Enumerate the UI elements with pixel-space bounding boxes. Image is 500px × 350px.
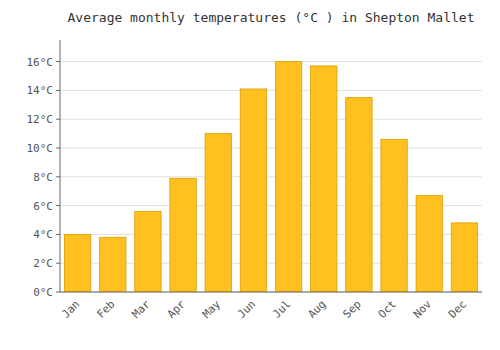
y-axis-line <box>60 40 61 292</box>
y-tick <box>56 234 60 235</box>
y-tick-label: 16°C <box>27 56 54 69</box>
x-tick-label: Jun <box>235 298 258 321</box>
x-tick-label: Oct <box>376 298 399 321</box>
y-tick-label: 12°C <box>27 113 54 126</box>
bar <box>205 134 231 292</box>
y-tick-label: 10°C <box>27 142 54 155</box>
bar <box>64 234 90 292</box>
x-tick-label: May <box>200 297 224 321</box>
chart: Average monthly temperatures (°C ) in Sh… <box>0 0 500 350</box>
grid-line <box>60 148 482 149</box>
bars <box>64 62 477 292</box>
bar <box>416 196 442 292</box>
bar <box>451 223 477 292</box>
y-tick <box>56 176 60 177</box>
x-tick-label: Aug <box>305 298 328 321</box>
bar <box>346 98 372 292</box>
y-tick <box>56 148 60 149</box>
grid-line <box>60 90 482 91</box>
y-tick-label: 4°C <box>33 228 53 241</box>
y-tick <box>56 119 60 120</box>
y-tick-label: 6°C <box>33 200 53 213</box>
grid-line <box>60 292 482 293</box>
x-tick-label: Jan <box>59 298 82 321</box>
grid-line <box>60 61 482 62</box>
y-tick <box>56 263 60 264</box>
y-tick <box>56 90 60 91</box>
x-tick-label: Feb <box>94 298 117 321</box>
grid-line <box>60 176 482 177</box>
x-tick-label: Mar <box>130 297 154 321</box>
x-tick-label: Apr <box>165 297 189 321</box>
bar <box>135 211 161 292</box>
y-tick-label: 0°C <box>33 286 53 299</box>
bar <box>100 237 126 292</box>
bar <box>240 89 266 292</box>
bar <box>275 62 301 292</box>
title: Average monthly temperatures (°C ) in Sh… <box>68 10 475 25</box>
y-tick <box>56 205 60 206</box>
y-tick-label: 8°C <box>33 171 53 184</box>
y-tick <box>56 292 60 293</box>
y-axis: 0°C 2°C 4°C 6°C 8°C 10°C 12°C 14°C 16°C <box>27 40 61 299</box>
bar <box>311 66 337 292</box>
x-tick-label: Dec <box>446 298 469 321</box>
y-tick <box>56 61 60 62</box>
grid <box>60 62 482 292</box>
x-axis-line <box>60 292 482 293</box>
bar <box>381 139 407 292</box>
bar <box>170 178 196 292</box>
x-tick-label: Sep <box>341 298 364 321</box>
y-tick-label: 14°C <box>27 84 54 97</box>
y-tick-label: 2°C <box>33 257 53 270</box>
x-tick-label: Jul <box>270 298 293 321</box>
x-tick-label: Nov <box>411 297 435 321</box>
grid-line <box>60 119 482 120</box>
x-axis: Jan Feb Mar Apr May Jun Jul Aug Sep Oct Nov Dec <box>59 292 482 321</box>
